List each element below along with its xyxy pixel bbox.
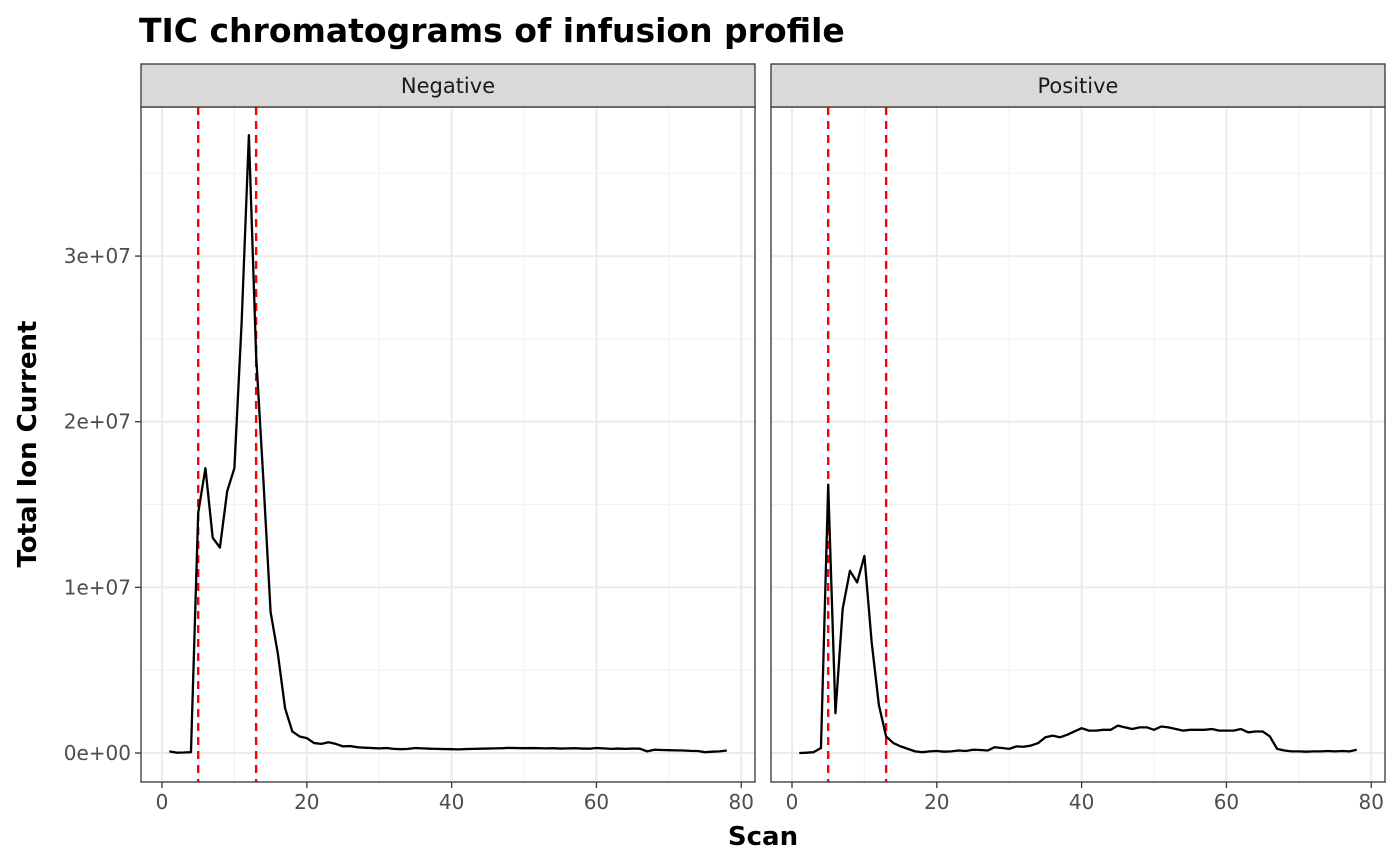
y-tick-label: 0e+00 [64,741,131,765]
x-tick-label: 20 [924,790,949,814]
tic-line-positive [799,483,1358,755]
x-tick-label: 0 [156,790,169,814]
x-tick-label: 60 [584,790,609,814]
x-tick-label: 20 [294,790,319,814]
x-tick-label: 40 [439,790,464,814]
facet-strip [770,63,1386,108]
tic-line-negative [169,134,727,754]
y-tick-label: 1e+07 [64,575,131,599]
x-tick-label: 40 [1069,790,1094,814]
y-tick-label: 2e+07 [64,410,131,434]
chart-title: TIC chromatograms of infusion profile [139,11,845,50]
x-axis-title: Scan [728,822,798,852]
panel-border [140,106,756,783]
facet-strip-label: Negative [401,74,495,98]
y-axis-title: Total Ion Current [13,321,43,568]
panel-border [770,106,1386,783]
facet-strip [140,63,756,108]
x-tick-label: 80 [729,790,754,814]
facet-panel-positive: Positive 0 20 40 60 80 [770,63,1386,814]
facet-panel-negative: Negative 0 20 40 60 80 [140,63,756,814]
y-tick-label: 3e+07 [64,244,131,268]
facet-strip-label: Positive [1038,74,1119,98]
x-tick-label: 80 [1359,790,1384,814]
x-tick-label: 60 [1214,790,1239,814]
x-tick-label: 0 [786,790,799,814]
